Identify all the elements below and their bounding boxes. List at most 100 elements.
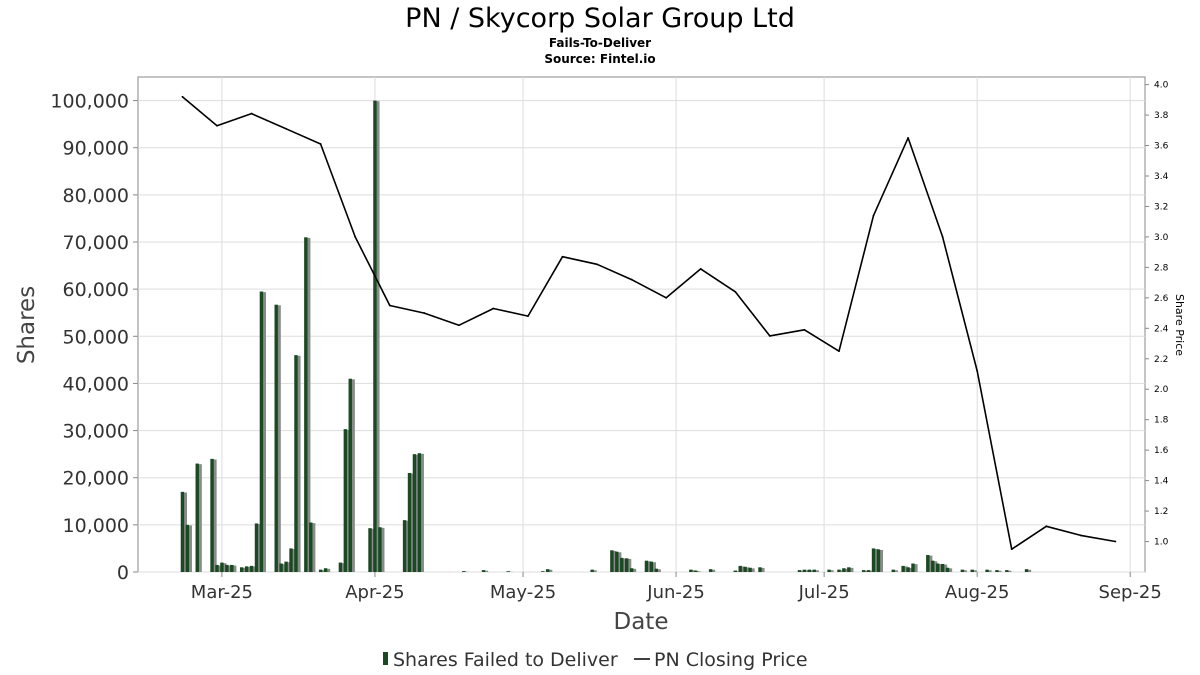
ftd-bar [654, 568, 661, 572]
ftd-bar-shadow [262, 292, 267, 572]
legend: Shares Failed to Deliver PN Closing Pric… [383, 649, 808, 671]
ftd-bar-face [407, 473, 412, 572]
ftd-bar-shadow [800, 570, 805, 572]
ftd-bar-shadow [420, 453, 424, 572]
ftd-bar [368, 528, 375, 572]
ftd-bar-face [244, 566, 249, 572]
ftd-bar [689, 569, 696, 572]
ftd-bar-face [649, 561, 654, 572]
y2-tick-label: 2.2 [1154, 355, 1168, 365]
ftd-bar-face [758, 567, 762, 572]
y-tick-label: 90,000 [63, 138, 129, 160]
ftd-bar [708, 569, 716, 572]
ftd-bar-face [738, 565, 742, 572]
ftd-bar [906, 567, 913, 572]
ftd-bar-shadow [223, 563, 227, 572]
ftd-bar-face [802, 569, 807, 572]
ftd-bar-shadow [696, 571, 701, 572]
ftd-bar-shadow [1007, 570, 1012, 572]
ftd-bar [462, 571, 469, 572]
ftd-bar-face [378, 527, 382, 572]
ftd-bar [1005, 570, 1012, 572]
ftd-bar-shadow [410, 473, 415, 572]
ftd-bar-face [970, 569, 974, 572]
y2-tick-label: 3.0 [1154, 233, 1169, 243]
y-axis-label: Shares [14, 286, 40, 364]
ftd-bar-face [225, 564, 229, 572]
ftd-bar [827, 569, 834, 572]
ftd-bar-face [368, 528, 372, 572]
ftd-bar [847, 567, 854, 572]
ftd-bar-face [1024, 569, 1029, 572]
ftd-bar-face [694, 570, 698, 572]
ftd-bar-face [338, 562, 343, 572]
ftd-bar-shadow [282, 564, 286, 572]
ftd-bar [506, 571, 513, 572]
y-tick-label: 60,000 [63, 279, 129, 301]
chart-subtitle: Fails-To-Deliver [549, 36, 651, 50]
ftd-bar-face [210, 458, 214, 572]
ftd-bar [960, 569, 967, 572]
ftd-bar [230, 564, 237, 572]
ftd-bar-shadow [183, 492, 188, 572]
price-point [388, 304, 391, 307]
ftd-bar [254, 523, 262, 572]
ftd-bar-face [654, 568, 659, 572]
ftd-bar-face [985, 569, 989, 572]
ftd-bar-face [807, 569, 812, 572]
ftd-bar-face [847, 567, 851, 572]
y2-tick-label: 1.6 [1154, 446, 1169, 456]
ftd-bar-shadow [909, 567, 913, 572]
ftd-bar [842, 568, 849, 572]
ftd-bar-shadow [943, 564, 948, 572]
ftd-bar-shadow [341, 563, 345, 572]
ftd-bar-shadow [326, 568, 331, 572]
ftd-bar-face [249, 565, 254, 572]
ftd-bar [284, 561, 291, 572]
ftd-bar [215, 564, 222, 572]
y2-tick-label: 3.2 [1154, 202, 1168, 212]
price-point [1079, 534, 1082, 537]
ftd-bar-face [481, 570, 486, 572]
ftd-bar-face [348, 378, 352, 572]
ftd-bar-shadow [346, 429, 350, 572]
ftd-bar [876, 549, 884, 572]
y2-axis-label: Share Price [1173, 294, 1186, 356]
ftd-bar-face [689, 569, 693, 572]
ftd-bar [1024, 569, 1032, 572]
ftd-bar-shadow [988, 570, 992, 572]
ftd-bar-shadow [218, 565, 222, 572]
price-point [457, 324, 460, 327]
ftd-bar-face [323, 568, 328, 572]
ftd-bar [970, 569, 977, 572]
ftd-bar-shadow [652, 562, 656, 572]
ftd-bar-shadow [692, 570, 696, 572]
ftd-bar-face [871, 548, 876, 572]
price-line [181, 96, 1116, 551]
x-axis-ticks: Mar-25 Apr-25 May-25 Jun-25 Jul-25 Aug-25 Sep-… [191, 572, 1162, 603]
ftd-bar-face [195, 463, 199, 572]
y-tick-label: 70,000 [63, 232, 129, 254]
ftd-bar-face [185, 524, 190, 572]
ftd-bar-face [506, 571, 510, 572]
ftd-bar [931, 560, 938, 572]
ftd-bar-face [304, 237, 308, 573]
ftd-bar-face [733, 570, 737, 572]
ftd-bar-shadow [869, 570, 874, 572]
legend-bar-swatch [383, 652, 388, 665]
price-point [561, 255, 564, 258]
ftd-bar [304, 237, 311, 573]
ftd-bar-shadow [805, 570, 809, 572]
x-tick-label: Mar-25 [191, 582, 253, 603]
ftd-bar-face [462, 571, 466, 572]
ftd-bar-shadow [845, 568, 849, 572]
ftd-bar-shadow [381, 527, 385, 572]
ftd-bar-face [748, 567, 752, 572]
ftd-bar-face [220, 562, 224, 572]
ftd-bar-shadow [933, 561, 938, 572]
ftd-bar [995, 570, 1002, 572]
ftd-bar [338, 562, 345, 572]
ftd-bar [871, 548, 879, 572]
ftd-bar [911, 563, 918, 572]
ftd-bar [274, 304, 281, 572]
